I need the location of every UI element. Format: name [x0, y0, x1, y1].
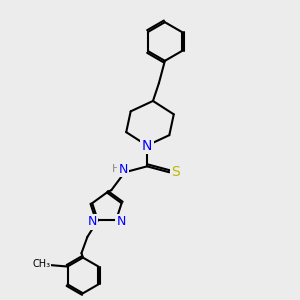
Text: S: S: [172, 165, 180, 179]
Text: H: H: [112, 164, 120, 174]
Text: CH₃: CH₃: [32, 259, 50, 269]
Text: N: N: [88, 215, 97, 228]
Text: N: N: [142, 139, 152, 152]
Text: N: N: [118, 163, 128, 176]
Text: N: N: [117, 215, 126, 228]
